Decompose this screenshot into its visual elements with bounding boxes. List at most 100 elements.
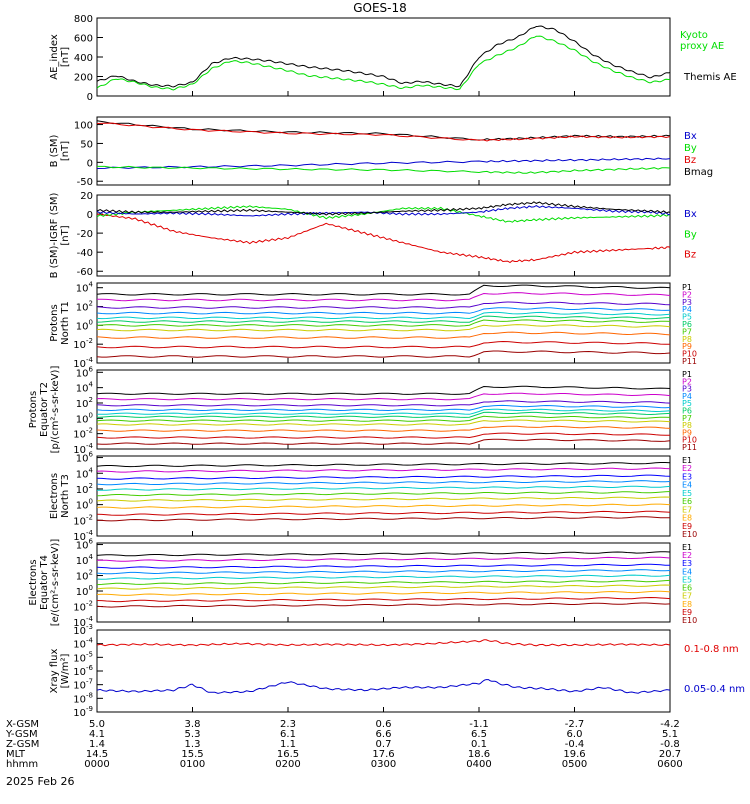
y-axis-label: [e/(cm²-s-sr-keV)] [50,539,61,627]
y-axis-label: B (SM)-IGRF (SM) [49,193,60,279]
axis-row-label: Z-GSM [6,739,39,750]
legend-entry: P9 [682,342,692,351]
legend-entry: P5 [682,313,692,322]
y-tick-label: 600 [74,34,93,45]
legend-entry: Bx [684,209,697,220]
legend-entry: E1 [682,456,692,465]
axis-row-label: Y-GSM [5,729,38,740]
plot-area [97,639,670,694]
y-tick-label: 10-2 [73,427,93,441]
panel-frame [96,194,671,277]
axis-row-value: -0.4 [565,739,585,750]
axis-row-value: 6.5 [471,729,487,740]
flux-channel-line [97,311,670,320]
legend-entry: P1 [682,283,692,292]
plot-area [97,462,670,522]
axis-row-value: 15.5 [181,749,203,760]
axis-row-label: hhmm [6,759,38,770]
axis-row-value: 17.6 [372,749,394,760]
legend-entry: P2 [682,290,692,299]
legend-entry: E3 [682,472,692,481]
legend-entry: P8 [682,421,692,430]
y-tick-label: 104 [76,281,94,295]
y-tick-label: 10-2 [73,513,93,527]
flux-channel-line [97,569,670,575]
axis-row-value: 0.7 [376,739,392,750]
y-tick-label: 102 [76,300,93,314]
y-tick-label: 100 [76,584,93,598]
legend-entry: P1 [682,370,692,379]
axis-row-value: 0300 [371,759,396,770]
panel-frame [96,455,671,537]
legend-entry: P4 [682,305,692,314]
y-tick-label: 10-6 [73,664,93,678]
legend-entry: E6 [682,584,692,593]
legend-entry: P5 [682,399,692,408]
flux-channel-line [97,516,670,522]
flux-channel-line [97,331,670,339]
y-axis-label: [W/m²] [60,653,71,688]
legend-entry: P9 [682,428,692,437]
legend-entry: E4 [682,567,692,576]
y-axis-label: Electrons [49,473,60,519]
flux-channel-line [97,556,670,562]
y-axis-label: North T3 [60,474,71,518]
axis-row-value: 0600 [657,759,682,770]
legend-entry: E10 [682,616,697,625]
flux-channel-line [97,432,670,439]
flux-channel-line [97,350,670,358]
y-axis-label: North T1 [60,301,71,345]
y-tick-label: 10-3 [73,623,93,637]
plot-area [97,120,670,174]
axis-row-value: 0.1 [471,739,487,750]
y-tick-label: 0 [87,210,93,221]
plot-area [97,201,670,264]
time-axis-table: X-GSM 5.0 3.8 2.3 0.6 -1.1 -2.7 -4.2 Y-GSM 4.1 5.3… [5,719,683,770]
y-tick-label: 100 [76,411,93,425]
plot-area [97,385,670,445]
series-line-bx [97,157,670,169]
y-axis-label: AE_index [49,34,60,80]
legend-entry: E8 [682,514,692,523]
axis-row-value: 0000 [84,759,109,770]
legend-entry: P8 [682,335,692,344]
axis-row-value: 0.6 [376,719,392,730]
flux-channel-line [97,284,670,296]
legend-entry: E9 [682,608,692,617]
y-tick-label: 100 [74,121,93,132]
y-tick-label: 102 [76,569,93,583]
legend-entry: By [684,229,697,240]
legend-entry: E9 [682,522,692,531]
legend-entry: Themis AE [683,72,737,83]
plot-area [97,551,670,608]
flux-channel-line [97,596,670,603]
flux-channel-line [97,467,670,473]
series-line-bmag [97,201,670,216]
y-tick-label: 50 [80,139,93,150]
series-line-0-05-0-4-nm [97,679,670,694]
legend-entry: E5 [682,575,692,584]
y-tick-label: 100 [76,498,93,512]
series-line-bz [97,122,670,142]
y-tick-label: -40 [77,248,93,259]
legend: 0.1-0.8 nm 0.05-0.4 nm [684,644,745,695]
flux-channel-line [97,307,670,315]
series-line-0-1-0-8-nm [97,639,670,647]
y-tick-label: 104 [76,381,94,395]
axis-row-value: 1.4 [89,739,105,750]
legend-entry: E8 [682,600,692,609]
legend-entry: Bx [684,131,697,142]
axis-row-value: 18.6 [468,749,490,760]
flux-channel-line [97,551,670,557]
flux-channel-line [97,292,670,302]
plot-area [97,25,670,91]
legend-entry: Bmag [684,167,713,178]
